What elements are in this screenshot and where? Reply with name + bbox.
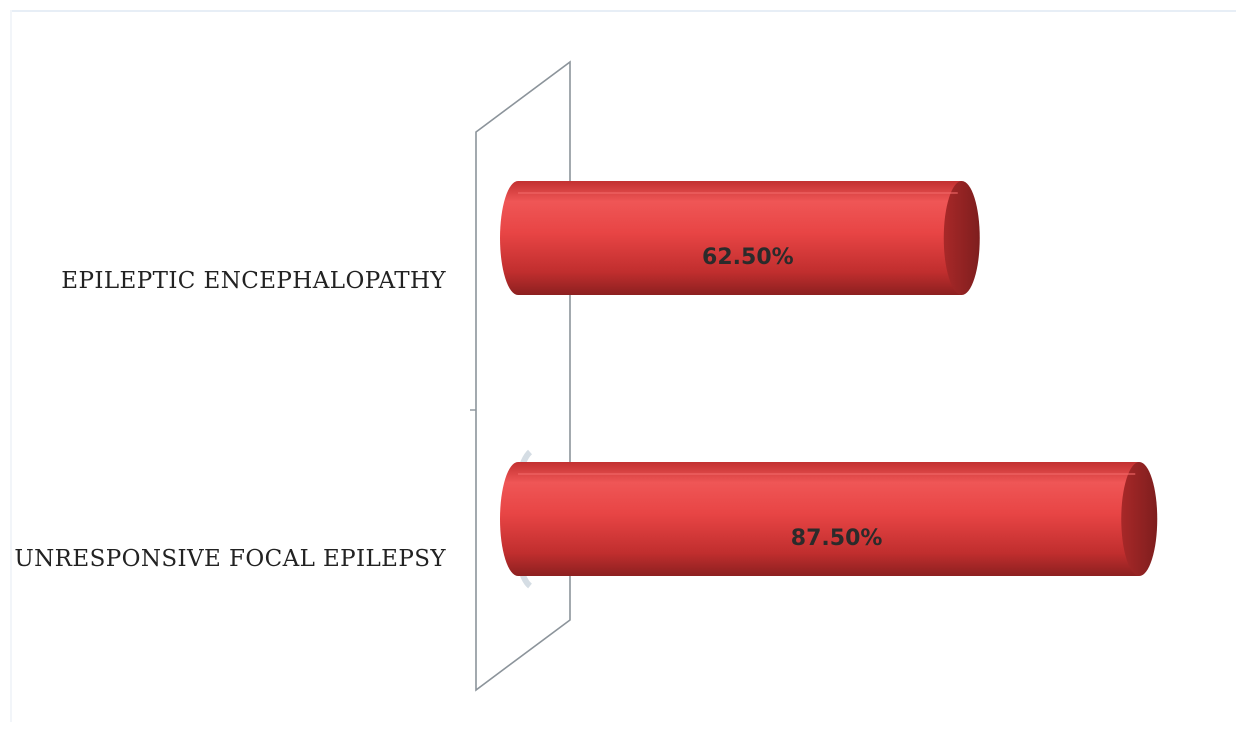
category-labels: EPILEPTIC ENCEPHALOPATHY UNRESPONSIVE FO… bbox=[14, 268, 446, 572]
bar-epileptic-encephalopathy bbox=[500, 181, 980, 295]
bars-layer bbox=[500, 181, 1158, 589]
frame-top-border bbox=[10, 10, 1236, 12]
data-label-unresponsive-focal-epilepsy: 87.50% bbox=[791, 526, 883, 551]
axis-wall bbox=[470, 60, 571, 692]
bar-cap-unresponsive-focal-epilepsy bbox=[1121, 462, 1158, 576]
frame-left-border bbox=[10, 10, 12, 722]
axis-wall-plane bbox=[475, 60, 571, 692]
category-label-epileptic-encephalopathy: EPILEPTIC ENCEPHALOPATHY bbox=[61, 268, 446, 294]
data-label-epileptic-encephalopathy: 62.50% bbox=[702, 245, 794, 270]
category-label-unresponsive-focal-epilepsy: UNRESPONSIVE FOCAL EPILEPSY bbox=[14, 546, 446, 572]
bar-unresponsive-focal-epilepsy bbox=[500, 462, 1158, 576]
bar-body-unresponsive-focal-epilepsy bbox=[500, 462, 1140, 576]
bar-cap-epileptic-encephalopathy bbox=[943, 181, 980, 295]
data-labels: 62.50% 87.50% bbox=[702, 245, 882, 551]
bar-body-epileptic-encephalopathy bbox=[500, 181, 962, 295]
